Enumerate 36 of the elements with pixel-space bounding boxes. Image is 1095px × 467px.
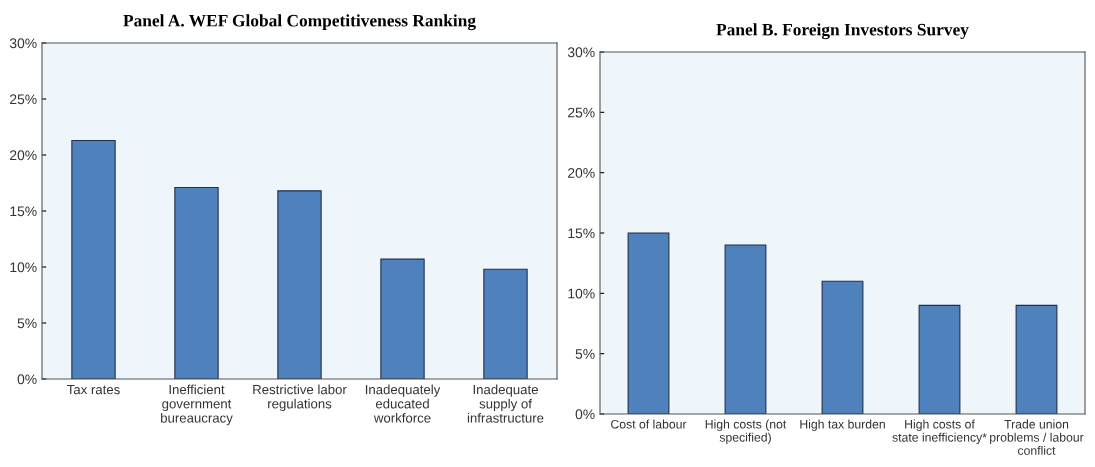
bar [174,186,219,379]
x-tick-label: Inefficient government bureaucracy [161,384,233,426]
y-tick-label: 20% [10,150,37,161]
x-tick-label: High costs (not specified) [705,419,787,445]
x-tick-label: High costs of state inefficiency* [892,419,987,445]
bar [277,190,322,379]
y-tick-label: 25% [10,94,37,105]
bar [380,258,425,379]
bar [918,304,961,414]
y-tick-label: 20% [568,168,595,178]
x-tick-label: High tax burden [800,419,885,431]
y-tick-label: 15% [568,228,595,239]
bar [71,139,116,379]
y-tick-label: 0% [17,374,37,385]
x-tick-label: Inadequate supply of infrastructure [467,384,544,423]
x-tick-label: Inadequately educated workforce [365,384,441,423]
y-tick-label: 30% [567,47,595,58]
x-tick-label: Cost of labour [611,419,687,429]
y-tick-label: 25% [568,107,595,118]
x-tick-label: Trade union problems / labour conflict [990,419,1084,455]
y-tick-label: 5% [17,318,37,329]
y-tick-label: 0% [575,409,595,420]
chart-title: Panel A. WEF Global Competitiveness Ranking [123,14,476,31]
x-tick-label: Tax rates [67,385,120,395]
y-tick-label: 10% [568,288,595,299]
y-tick-label: 10% [10,262,37,273]
bar [724,244,767,414]
y-tick-label: 5% [575,349,595,359]
y-tick-label: 30% [9,38,37,49]
bar [821,280,864,414]
bar [483,268,528,379]
chart-title: Panel B. Foreign Investors Survey [716,23,969,40]
bar [627,232,670,414]
x-tick-label: Restrictive labor regulations [253,384,347,412]
bar [1015,304,1058,414]
y-tick-label: 15% [10,206,37,217]
